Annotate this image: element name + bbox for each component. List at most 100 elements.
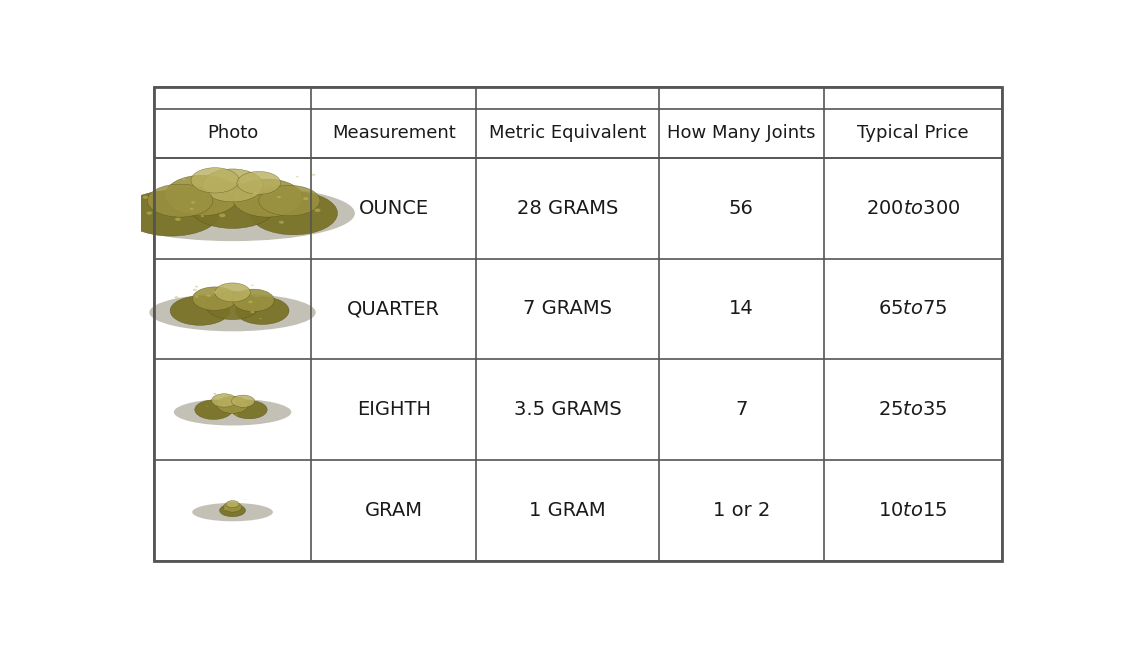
Text: 7: 7 [735,400,748,419]
Ellipse shape [147,211,152,215]
Ellipse shape [143,195,148,199]
Ellipse shape [246,406,247,407]
Text: GRAM: GRAM [364,501,423,520]
Ellipse shape [312,174,316,176]
Bar [825,460,1002,561]
Ellipse shape [231,401,267,418]
Text: 1 or 2: 1 or 2 [713,501,770,520]
Bar [659,109,825,158]
Text: $10 to $15: $10 to $15 [879,501,948,520]
Bar [155,109,311,158]
Ellipse shape [231,395,255,407]
Ellipse shape [174,399,291,426]
Ellipse shape [191,168,239,193]
Bar [311,460,476,561]
Ellipse shape [195,400,232,419]
Ellipse shape [188,183,276,228]
Bar [659,460,825,561]
Ellipse shape [279,220,284,224]
Text: $25 to $35: $25 to $35 [879,400,948,419]
Ellipse shape [232,289,274,311]
Ellipse shape [165,175,239,216]
Ellipse shape [195,286,199,288]
Ellipse shape [226,501,239,507]
Text: 7 GRAMS: 7 GRAMS [523,299,613,318]
Ellipse shape [175,218,180,221]
Ellipse shape [206,406,208,407]
Ellipse shape [217,396,248,413]
Bar [476,460,659,561]
Ellipse shape [149,293,316,332]
Bar [311,87,476,109]
Bar [659,359,825,460]
Ellipse shape [273,411,274,413]
Ellipse shape [213,291,217,293]
Ellipse shape [266,415,267,416]
Text: $65 to $75: $65 to $75 [879,299,948,318]
Text: Typical Price: Typical Price [857,124,969,142]
Text: $200 to $300: $200 to $300 [866,199,960,218]
Ellipse shape [277,196,281,198]
Ellipse shape [190,208,194,210]
Ellipse shape [315,209,320,212]
Ellipse shape [192,503,273,521]
Ellipse shape [202,169,263,202]
Bar [659,259,825,359]
Ellipse shape [111,186,355,241]
Bar [155,158,311,259]
Ellipse shape [223,502,241,512]
Ellipse shape [123,190,220,236]
Ellipse shape [183,178,186,180]
Bar [155,259,311,359]
Ellipse shape [248,301,253,303]
Ellipse shape [220,504,246,517]
Ellipse shape [191,201,195,203]
Ellipse shape [250,311,255,313]
Bar [476,158,659,259]
Bar [825,87,1002,109]
Ellipse shape [236,297,289,324]
Bar [825,359,1002,460]
Ellipse shape [232,179,302,217]
Bar [155,460,311,561]
Ellipse shape [244,499,246,500]
Bar [659,87,825,109]
Bar [311,158,476,259]
Bar [476,359,659,460]
Bar [476,109,659,158]
Text: How Many Joints: How Many Joints [667,124,816,142]
Bar [825,158,1002,259]
Text: 28 GRAMS: 28 GRAMS [517,199,618,218]
Text: QUARTER: QUARTER [347,299,440,318]
Ellipse shape [296,176,299,178]
Text: OUNCE: OUNCE [359,199,429,218]
Ellipse shape [195,295,199,298]
Ellipse shape [303,197,308,200]
Ellipse shape [250,191,337,235]
Ellipse shape [170,296,230,325]
Ellipse shape [252,284,254,286]
Text: 56: 56 [729,199,754,218]
Ellipse shape [175,296,178,299]
Bar [311,109,476,158]
Bar [659,158,825,259]
Text: EIGHTH: EIGHTH [356,400,431,419]
Bar [825,259,1002,359]
Ellipse shape [214,283,250,302]
Bar [155,359,311,460]
Ellipse shape [223,509,226,510]
Bar [155,87,311,109]
Ellipse shape [213,393,217,395]
Ellipse shape [148,184,213,217]
Bar [311,259,476,359]
Ellipse shape [212,393,237,407]
Ellipse shape [193,287,237,311]
Text: Metric Equivalent: Metric Equivalent [488,124,646,142]
Ellipse shape [258,186,320,216]
Ellipse shape [214,393,217,395]
Ellipse shape [219,213,226,217]
Text: 3.5 GRAMS: 3.5 GRAMS [513,400,622,419]
Ellipse shape [206,294,211,297]
Bar [476,259,659,359]
Ellipse shape [205,291,259,320]
